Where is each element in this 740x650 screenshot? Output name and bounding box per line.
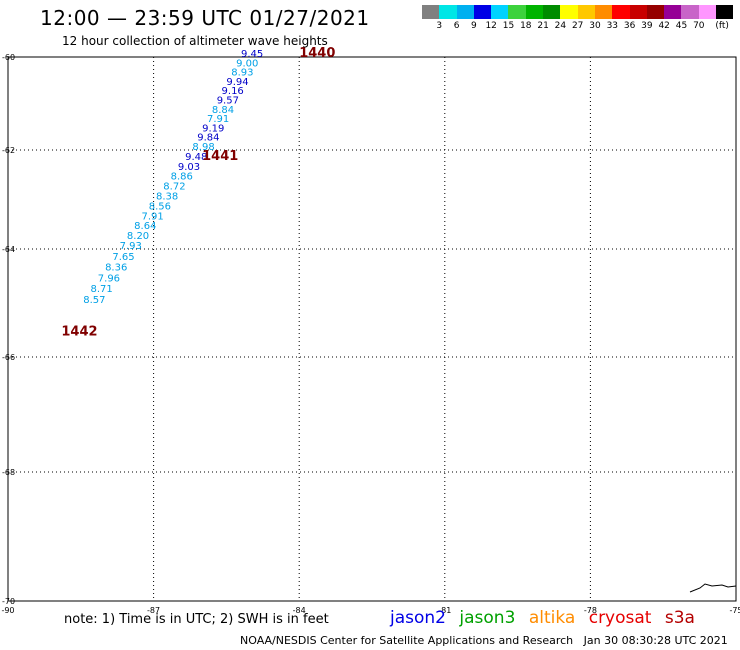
legend-label: 18: [520, 21, 532, 31]
color-legend: 3 6 9 12 15 18 21 24 27 30 33 36 39 42 45 70 (ft): [422, 5, 740, 33]
swh-label: 8.86: [171, 172, 193, 183]
x-tick-label: -81: [438, 606, 451, 615]
y-tick-label: -68: [2, 468, 15, 477]
legend-swatch: [646, 5, 665, 19]
legend-label: 42: [658, 21, 670, 31]
y-tick-label: -62: [2, 146, 15, 155]
orbit-labels: 1440 1441 1442: [61, 46, 335, 339]
legend-swatch: [716, 5, 734, 19]
swh-label: 9.94: [226, 77, 248, 88]
legend-label: 30: [589, 21, 601, 31]
legend-swatch: [664, 5, 682, 19]
legend-label: 70: [693, 21, 705, 31]
y-tick-label: -64: [2, 245, 15, 254]
credit-text: NOAA/NESDIS Center for Satellite Applica…: [240, 634, 574, 647]
legend-label: 27: [571, 21, 584, 31]
legend-label: 39: [641, 21, 653, 31]
credit-timestamp: Jan 30 08:30:28 UTC 2021: [583, 634, 728, 647]
swh-label: 7.91: [207, 114, 229, 125]
swh-label: 9.19: [202, 123, 224, 134]
legend-label: 9: [471, 21, 477, 31]
legend-labels: 3 6 9 12 15 18 21 24 27 30 33 36 39 42 45 70 (ft): [422, 19, 740, 33]
legend-swatch: [594, 5, 613, 19]
map-grid: [8, 57, 736, 601]
x-tick-label: -87: [147, 606, 160, 615]
y-tick-label: -70: [2, 597, 15, 606]
swh-label: 8.36: [105, 263, 127, 274]
legend-swatch: [508, 5, 526, 19]
swh-points: 9.459.008.939.949.169.578.847.919.199.84…: [83, 49, 263, 306]
swh-label: 8.20: [127, 231, 149, 242]
legend-label: 36: [623, 21, 636, 31]
map-subtitle: 12 hour collection of altimeter wave hei…: [62, 34, 328, 48]
legend-label: 6: [453, 21, 460, 31]
legend-swatch: [560, 5, 578, 19]
swh-label: 8.98: [192, 142, 214, 153]
legend-swatch: [473, 5, 492, 19]
legend-swatch: [525, 5, 544, 19]
footer-credit: NOAA/NESDIS Center for Satellite Applica…: [240, 634, 728, 647]
legend-swatch: [577, 5, 595, 19]
swh-label: 7.96: [98, 273, 120, 284]
swh-label: 7.65: [112, 252, 134, 263]
mission-legend: jason2 jason3 altika cryosat s3a: [390, 608, 703, 628]
swh-label: 8.84: [212, 105, 234, 116]
coastline: [689, 583, 737, 593]
swh-label: 9.00: [236, 58, 258, 69]
swh-label: 8.71: [91, 284, 113, 295]
legend-swatch: [439, 5, 457, 19]
map-frame: [7, 56, 737, 602]
legend-swatch: [422, 5, 440, 19]
legend-label: 33: [606, 21, 619, 31]
swh-label: 9.45: [241, 49, 263, 60]
mission-jason3: jason3: [459, 608, 516, 628]
legend-label: 15: [502, 21, 515, 31]
mission-s3a: s3a: [664, 608, 695, 628]
legend-swatch: [543, 5, 561, 19]
swh-label: 7.91: [141, 211, 163, 222]
map-title: 12:00 — 23:59 UTC 01/27/2021: [40, 6, 370, 30]
legend-label: 3: [436, 21, 443, 31]
swh-label: 8.64: [134, 221, 156, 232]
x-tick-label: -78: [584, 606, 597, 615]
legend-swatch: [681, 5, 699, 19]
swh-label: 7.93: [120, 241, 142, 252]
mission-jason2: jason2: [390, 608, 446, 628]
legend-swatch: [491, 5, 509, 19]
swh-label: 8.57: [83, 295, 105, 306]
legend-swatch: [629, 5, 647, 19]
orbit-number: 1440: [299, 46, 335, 61]
mission-cryosat: cryosat: [588, 608, 652, 628]
legend-swatch: [456, 5, 474, 19]
orbit-number: 1441: [202, 149, 238, 164]
swh-label: 9.03: [178, 162, 200, 173]
legend-swatch: [698, 5, 717, 19]
mission-altika: altika: [528, 608, 576, 628]
legend-label: 12: [485, 21, 497, 31]
legend-label: 24: [554, 21, 567, 31]
footer-note: note: 1) Time is in UTC; 2) SWH is in fe…: [64, 612, 329, 627]
swh-label: 8.38: [156, 192, 178, 203]
x-tick-label: -90: [1, 606, 14, 615]
legend-label: (ft): [715, 21, 729, 31]
swh-label: 8.72: [163, 182, 185, 193]
swh-label: 9.16: [222, 86, 244, 97]
x-tick-label: -75: [729, 606, 740, 615]
map-tick-labels: -90 -87 -84 -81 -78 -75 -60 -62 -64 -66 -68 -70: [1, 53, 740, 615]
x-tick-label: -84: [293, 606, 306, 615]
swh-label: 9.57: [217, 96, 239, 107]
legend-swatch: [612, 5, 630, 19]
swh-label: 9.48: [185, 152, 207, 163]
y-tick-label: -60: [2, 53, 15, 62]
swh-label: 8.93: [231, 68, 253, 79]
swh-label: 9.84: [197, 133, 219, 144]
y-tick-label: -66: [2, 353, 15, 362]
legend-label: 45: [675, 21, 688, 31]
orbit-number: 1442: [61, 324, 97, 339]
legend-label: 21: [537, 21, 549, 31]
swh-label: 8.56: [149, 201, 171, 212]
legend-swatches: [422, 5, 740, 19]
